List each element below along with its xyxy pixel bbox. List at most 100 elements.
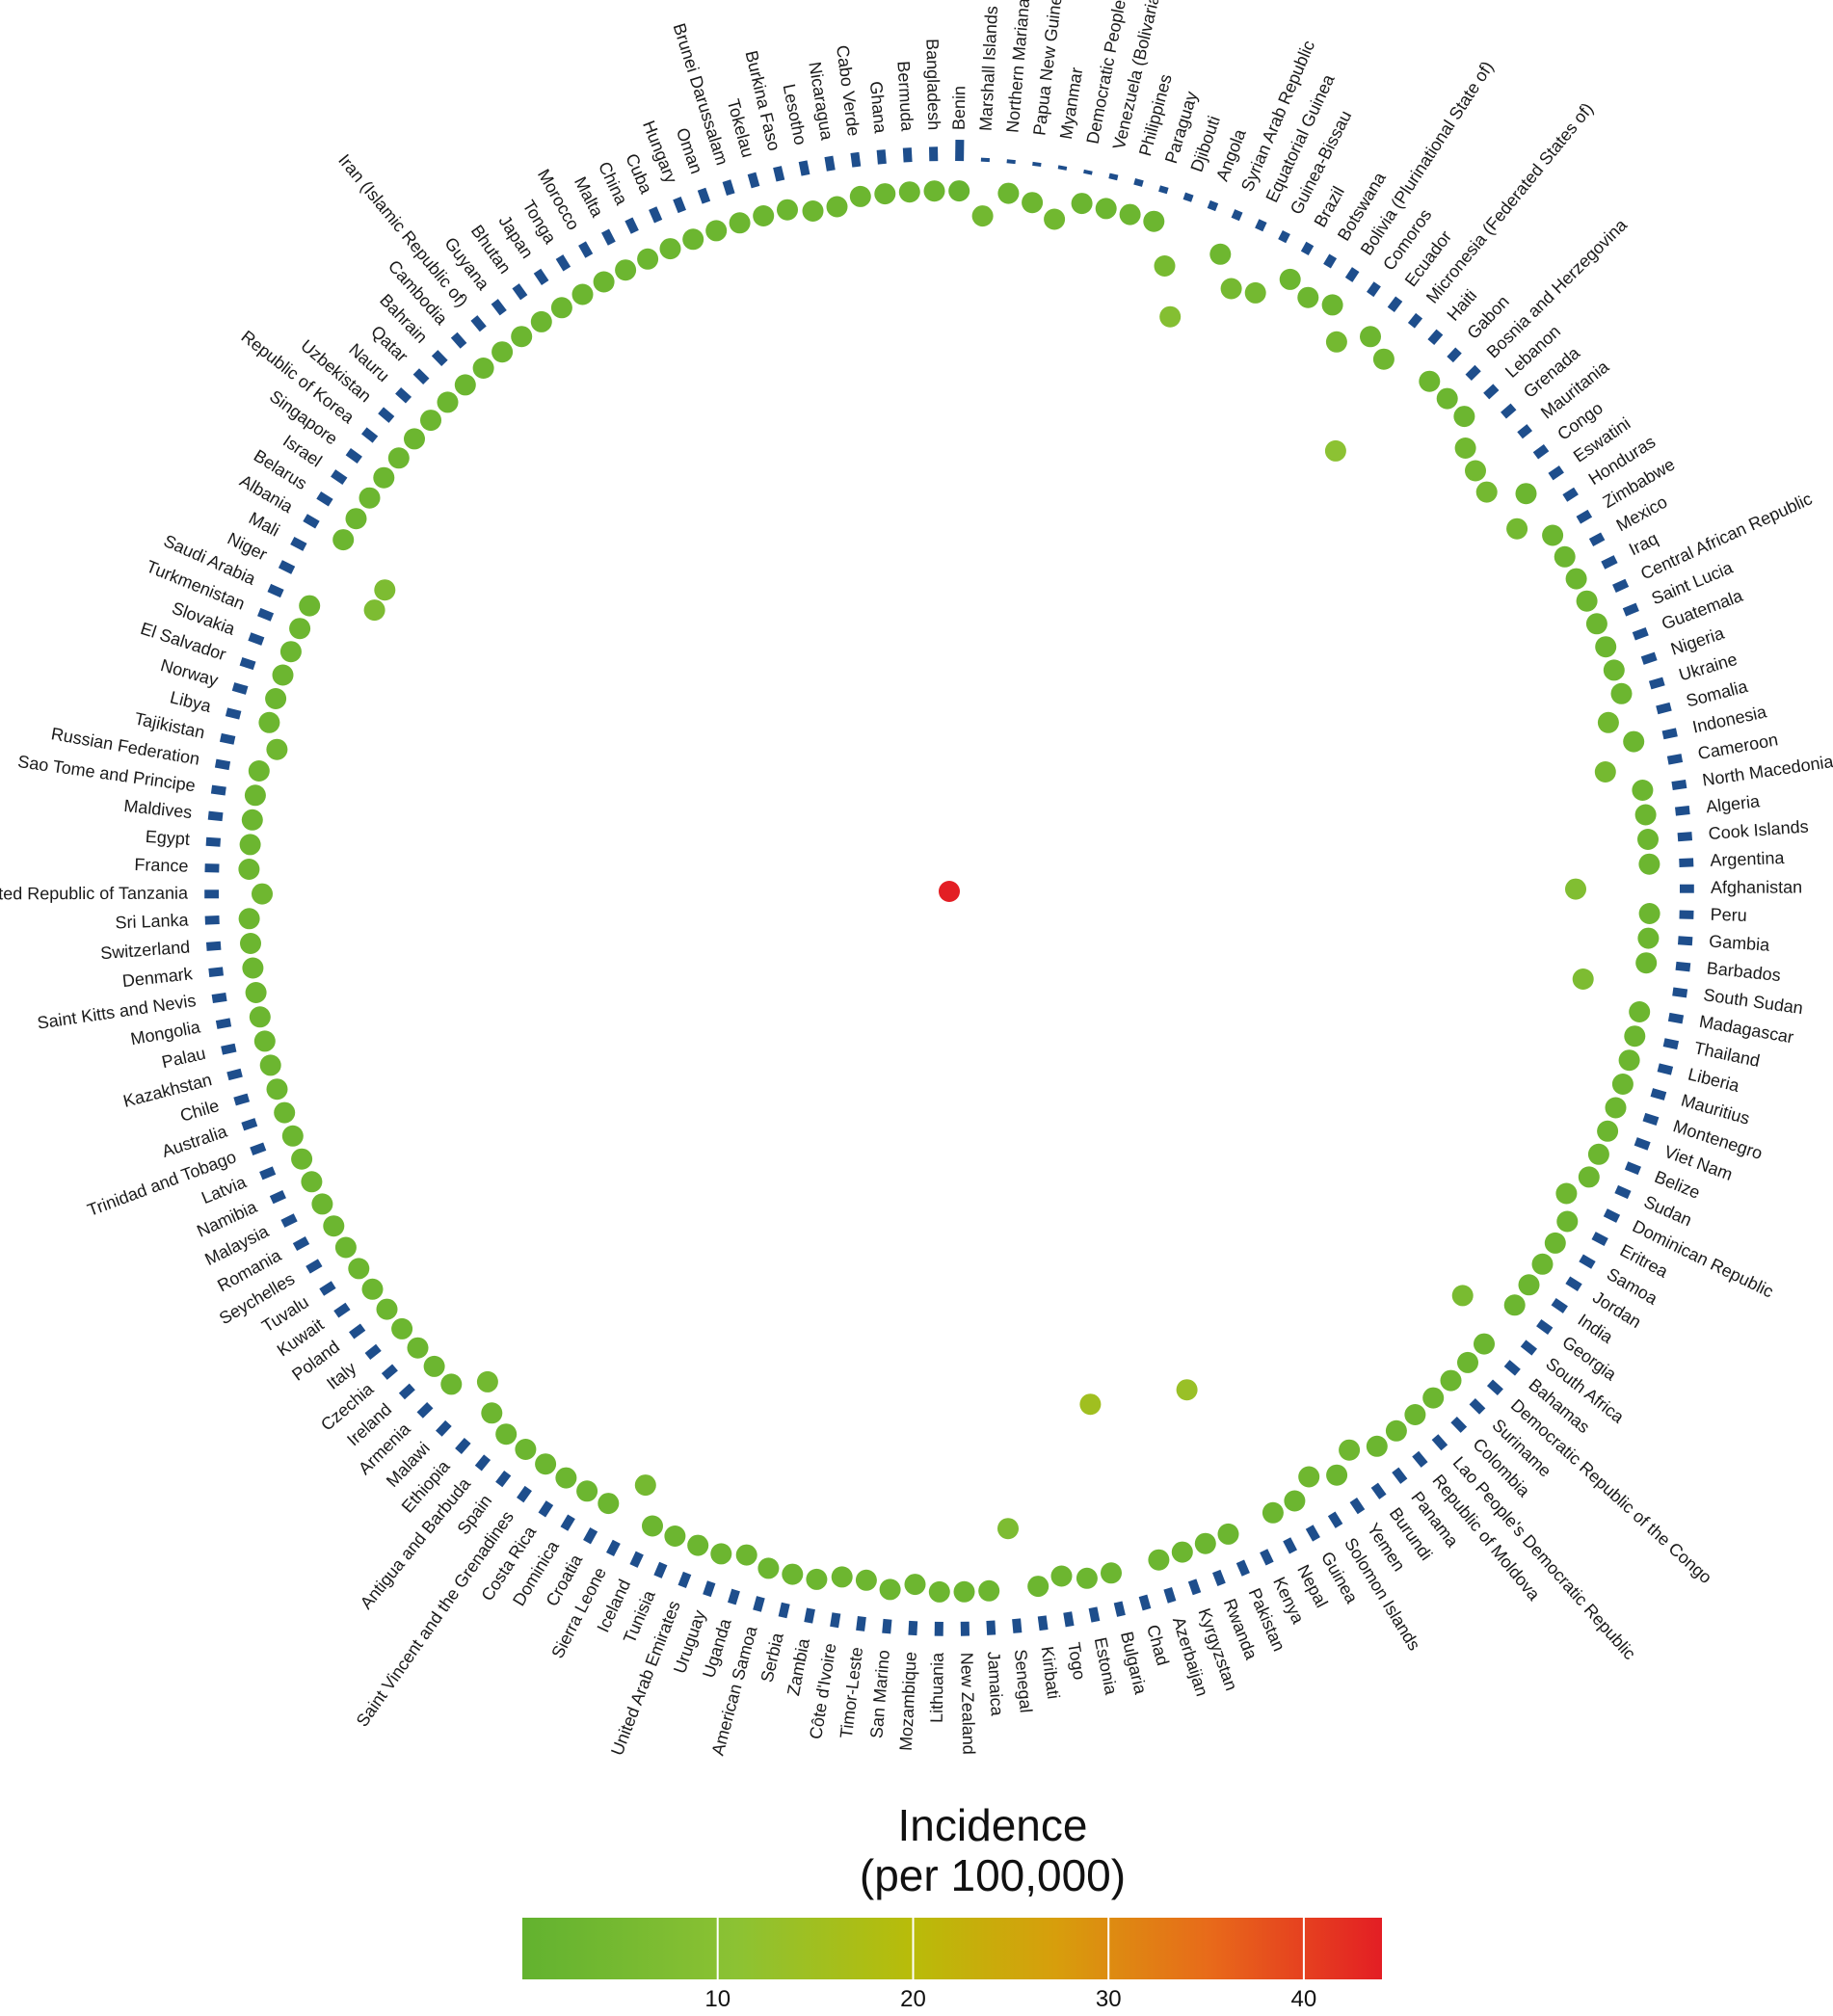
incidence-point <box>832 1566 853 1587</box>
country-label: Switzerland <box>100 937 191 963</box>
incidence-bar <box>1287 1539 1293 1552</box>
incidence-bar <box>1088 171 1089 174</box>
incidence-point <box>1280 269 1301 290</box>
incidence-bar <box>206 945 221 946</box>
incidence-point <box>1339 1440 1360 1461</box>
incidence-bar <box>1259 221 1262 229</box>
incidence-bar <box>221 737 235 740</box>
incidence-bar <box>1349 270 1356 280</box>
incidence-point <box>359 488 381 509</box>
incidence-point <box>1579 1166 1600 1187</box>
incidence-point <box>301 1171 322 1192</box>
incidence-bar <box>582 244 589 256</box>
incidence-bar <box>861 1617 863 1631</box>
incidence-bar <box>887 1619 888 1633</box>
incidence-point <box>246 982 267 1003</box>
incidence-bar <box>385 1367 395 1377</box>
incidence-point <box>1604 659 1625 680</box>
incidence-bar <box>1603 559 1615 566</box>
incidence-point <box>1555 1183 1577 1205</box>
incidence-point <box>282 1126 304 1147</box>
incidence-point <box>250 1006 271 1027</box>
incidence-bar <box>235 1098 249 1101</box>
country-label: Nicaragua <box>805 61 837 143</box>
incidence-bar <box>348 452 359 461</box>
incidence-bar <box>757 1597 761 1610</box>
country-label: Timor-Leste <box>837 1646 866 1739</box>
incidence-bar <box>1524 1343 1535 1352</box>
incidence-point <box>1298 1467 1319 1488</box>
incidence-bar <box>1676 810 1690 812</box>
incidence-bar <box>282 1217 295 1224</box>
incidence-bar <box>1473 1401 1483 1411</box>
legend-tick-label: 10 <box>704 1986 731 2011</box>
incidence-bar <box>1663 732 1677 735</box>
incidence-point <box>323 1215 344 1236</box>
incidence-bar <box>778 167 781 180</box>
incidence-bar <box>913 1621 914 1635</box>
incidence-point <box>1284 1491 1305 1512</box>
incidence-bar <box>587 1529 594 1542</box>
incidence-bar <box>206 841 221 842</box>
incidence-point <box>362 1279 384 1300</box>
incidence-point <box>806 1569 827 1590</box>
incidence-bar <box>352 1327 363 1336</box>
incidence-point <box>1624 1025 1645 1047</box>
incidence-point <box>1373 349 1395 370</box>
incidence-point <box>260 1054 281 1075</box>
country-label: Afghanistan <box>1711 878 1802 897</box>
legend-title-line2: (per 100,000) <box>860 1850 1126 1900</box>
incidence-point <box>1143 211 1164 232</box>
incidence-point <box>1051 1566 1073 1587</box>
incidence-bar <box>1676 966 1690 968</box>
incidence-bar <box>1672 783 1687 785</box>
country-label: Somalia <box>1685 676 1751 711</box>
incidence-point <box>635 1474 656 1496</box>
incidence-point <box>420 410 441 431</box>
incidence-bar <box>272 1194 284 1200</box>
incidence-bar <box>542 1503 549 1515</box>
incidence-bar <box>634 1553 640 1566</box>
incidence-bar <box>1192 1580 1197 1594</box>
incidence-bar <box>1657 706 1670 710</box>
incidence-bar <box>1606 1212 1618 1219</box>
incidence-bar <box>1678 941 1692 942</box>
incidence-bar <box>1627 1165 1640 1171</box>
country-label: Maldives <box>123 796 194 822</box>
country-label: France <box>134 855 189 876</box>
incidence-bar <box>402 1387 412 1396</box>
country-label: Peru <box>1710 905 1747 925</box>
incidence-point <box>1573 968 1594 990</box>
country-label: Cook Islands <box>1708 816 1809 843</box>
incidence-bar <box>216 763 230 766</box>
incidence-point <box>535 1453 556 1474</box>
incidence-point <box>240 933 261 954</box>
incidence-bar <box>308 1262 321 1270</box>
incidence-point <box>1148 1550 1169 1571</box>
incidence-point <box>1452 1285 1474 1306</box>
incidence-point <box>660 238 681 259</box>
incidence-bar <box>1138 179 1140 186</box>
incidence-point <box>1595 636 1616 657</box>
incidence-bar <box>1211 202 1214 210</box>
country-label: Marshall Islands <box>976 6 1001 132</box>
incidence-bar <box>1411 316 1419 326</box>
incidence-point <box>997 1518 1019 1539</box>
incidence-point <box>1588 1144 1609 1165</box>
incidence-point <box>1506 518 1528 540</box>
incidence-point <box>1172 1542 1193 1563</box>
incidence-bar <box>319 495 332 503</box>
incidence-point <box>1623 731 1644 753</box>
incidence-point <box>455 374 476 395</box>
incidence-point <box>245 784 266 806</box>
incidence-bar <box>454 335 464 346</box>
incidence-point <box>1542 525 1563 546</box>
incidence-point <box>1079 1393 1101 1415</box>
country-label: Mongolia <box>129 1017 202 1048</box>
incidence-bar <box>1305 244 1311 253</box>
incidence-bar <box>1395 1470 1404 1481</box>
incidence-point <box>273 665 294 686</box>
country-label: Togo <box>1064 1641 1089 1682</box>
country-label: Estonia <box>1091 1635 1122 1697</box>
incidence-point <box>972 205 994 226</box>
